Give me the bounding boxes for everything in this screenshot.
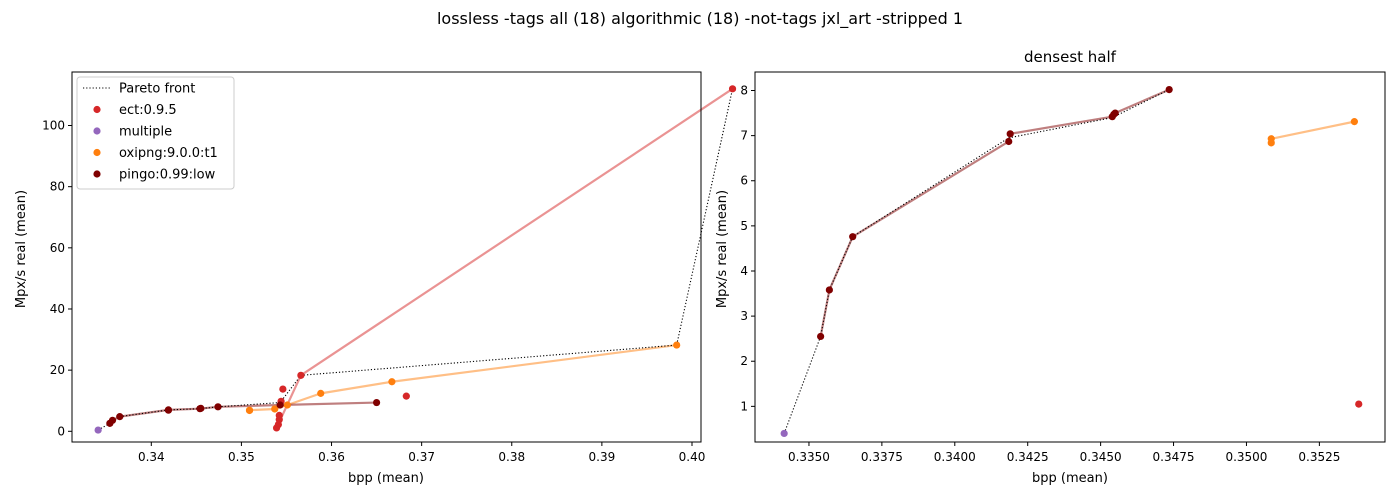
y-tick-label: 4 (740, 264, 748, 278)
panel-title: densest half (1024, 48, 1117, 66)
data-point-pingo-0-99-low (197, 404, 205, 412)
x-tick-label: 0.40 (679, 450, 706, 464)
data-point-multiple (780, 429, 788, 438)
data-point-ect-0-9-5 (297, 371, 305, 379)
legend-label: oxipng:9.0.0:t1 (119, 146, 218, 161)
series-line-ect-0-9-5 (275, 87, 734, 429)
y-axis-label: Mpx/s real (mean) (715, 190, 730, 308)
series-line-oxipng-9-0-0-t1 (1271, 120, 1355, 140)
data-point-multiple (94, 426, 102, 434)
x-axis-label: bpp (mean) (1032, 471, 1108, 486)
y-tick-label: 2 (740, 354, 748, 368)
x-tick-label: 0.39 (589, 450, 616, 464)
data-point-pingo-0-99-low (1005, 137, 1013, 146)
legend-swatch-pingo-0-99-low (93, 170, 101, 178)
data-point-pingo-0-99-low (825, 286, 833, 294)
y-tick-label: 60 (50, 241, 65, 255)
y-tick-label: 5 (740, 219, 748, 233)
x-tick-label: 0.3500 (1225, 450, 1267, 464)
data-point-pingo-0-99-low (372, 398, 381, 407)
series-line-pingo-0-99-low (109, 401, 377, 425)
y-tick-label: 7 (740, 129, 748, 143)
data-point-pingo-0-99-low (817, 332, 825, 341)
data-point-pingo-0-99-low (1006, 130, 1014, 138)
data-point-ect-0-9-5 (402, 392, 410, 400)
data-point-ect-0-9-5 (1355, 400, 1363, 408)
x-tick-label: 0.3450 (1080, 450, 1122, 464)
legend-label: multiple (119, 125, 172, 140)
data-point-oxipng-9-0-0-t1 (283, 401, 291, 409)
data-point-oxipng-9-0-0-t1 (271, 405, 279, 413)
axes-frame (71, 71, 702, 443)
x-tick-label: 0.3375 (861, 450, 903, 464)
y-tick-label: 1 (740, 399, 748, 413)
data-point-pingo-0-99-low (164, 406, 173, 414)
y-tick-label: 0 (57, 424, 65, 438)
y-tick-label: 20 (50, 363, 65, 377)
data-point-pingo-0-99-low (276, 401, 284, 409)
x-tick-label: 0.3350 (788, 450, 830, 464)
panel-all: bpp (mean) Mpx/s real (mean) 0.34 0.35 0.3… (14, 71, 737, 486)
data-point-pingo-0-99-low (1165, 85, 1173, 94)
data-point-pingo-0-99-low (214, 403, 222, 411)
axes-frame (754, 71, 1386, 443)
data-point-pingo-0-99-low (116, 413, 124, 421)
x-tick-label: 0.35 (228, 450, 255, 464)
legend-swatch-multiple (93, 127, 101, 135)
panel-densest-half: densest half bpp (mean) Mpx/s real (mean… (715, 48, 1386, 486)
legend-swatch-oxipng-9-0-0-t1 (93, 148, 101, 157)
data-point-pingo-0-99-low (108, 416, 117, 424)
y-tick-label: 100 (42, 119, 65, 133)
y-tick-label: 40 (50, 302, 65, 316)
x-tick-label: 0.3400 (934, 450, 976, 464)
data-point-oxipng-9-0-0-t1 (1267, 139, 1275, 147)
data-point-oxipng-9-0-0-t1 (1350, 118, 1358, 126)
legend: Pareto front ect:0.9.5 multiple oxipng:9.0.… (76, 76, 235, 190)
x-tick-label: 0.36 (318, 450, 345, 464)
y-tick-label: 80 (50, 180, 65, 194)
x-tick-label: 0.37 (408, 450, 435, 464)
plot-area (780, 85, 1363, 438)
x-tick-label: 0.3525 (1298, 450, 1340, 464)
series-line-oxipng-9-0-0-t1 (249, 343, 677, 412)
x-tick-label: 0.38 (498, 450, 525, 464)
data-point-ect-0-9-5 (279, 385, 287, 393)
x-axis-label: bpp (mean) (348, 471, 424, 486)
series-line-pingo-0-99-low (819, 88, 1170, 337)
data-point-oxipng-9-0-0-t1 (673, 341, 681, 349)
x-tick-label: 0.3475 (1153, 450, 1195, 464)
data-point-pingo-0-99-low (849, 233, 857, 241)
plot-area (94, 85, 737, 434)
data-point-ect-0-9-5 (728, 85, 737, 93)
y-tick-label: 3 (740, 309, 748, 323)
data-point-pingo-0-99-low (1111, 109, 1119, 117)
y-tick-label: 8 (740, 84, 748, 98)
legend-box (76, 76, 235, 190)
legend-label: pingo:0.99:low (119, 168, 216, 183)
y-tick-label: 6 (740, 174, 748, 188)
data-point-oxipng-9-0-0-t1 (245, 406, 254, 415)
data-point-oxipng-9-0-0-t1 (317, 389, 325, 397)
x-tick-label: 0.3425 (1007, 450, 1049, 464)
data-point-ect-0-9-5 (275, 411, 283, 419)
figure-suptitle: lossless -tags all (18) algorithmic (18)… (437, 9, 963, 29)
data-point-oxipng-9-0-0-t1 (388, 378, 396, 386)
y-axis-label: Mpx/s real (mean) (14, 190, 29, 308)
legend-label: Pareto front (119, 82, 195, 97)
legend-swatch-ect-0-9-5 (93, 105, 101, 114)
x-tick-label: 0.34 (138, 450, 165, 464)
legend-label: ect:0.9.5 (119, 103, 177, 118)
